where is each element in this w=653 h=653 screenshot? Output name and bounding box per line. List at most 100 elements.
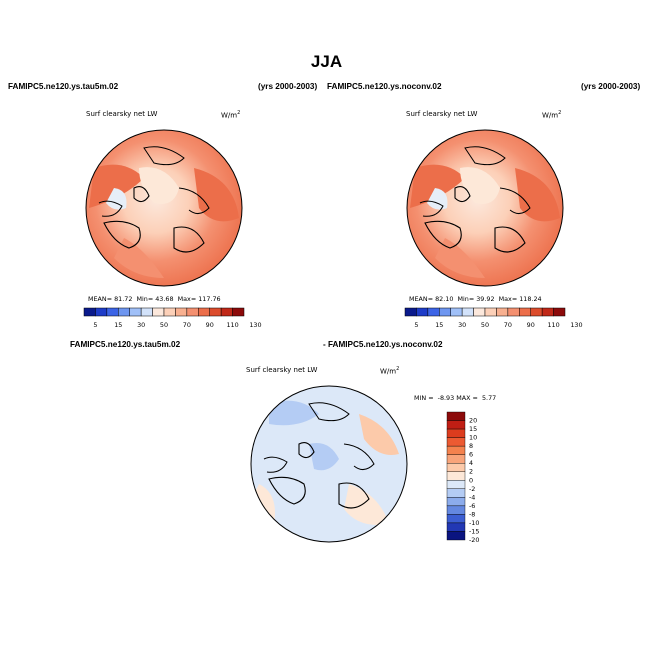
colorbar-swatch	[198, 307, 210, 317]
panel1-variable-label: Surf clearsky net LW	[86, 110, 158, 118]
colorbar-swatch	[446, 488, 466, 498]
coastline	[343, 443, 375, 470]
colorbar-swatch	[446, 445, 466, 455]
panel2-years-label: (yrs 2000-2003)	[581, 82, 641, 91]
colorbar-tick-label: 20	[469, 417, 477, 425]
coastline	[143, 146, 185, 166]
colorbar-tick-label: 50	[160, 321, 168, 329]
coastline	[338, 482, 370, 509]
colorbar-swatch	[175, 307, 188, 317]
warm-region	[344, 484, 389, 525]
colorbar-tick-label: -6	[469, 502, 475, 510]
colorbar-swatch	[129, 307, 142, 317]
warm-region	[359, 414, 399, 455]
coastline	[464, 146, 506, 166]
colorbar-swatch	[163, 307, 176, 317]
colorbar-tick-label: 50	[481, 321, 489, 329]
colorbar-swatch	[439, 307, 451, 317]
colorbar-swatch	[461, 307, 474, 317]
colorbar-swatch	[118, 307, 130, 317]
colorbar-swatch	[446, 480, 466, 490]
colorbar-swatch	[473, 307, 486, 317]
panel1-years-label: (yrs 2000-2003)	[258, 82, 318, 91]
coastline	[424, 220, 462, 249]
page-title: JJA	[310, 52, 343, 71]
diff-minmax: MIN = -8.93 MAX = 5.77	[414, 394, 497, 402]
colorbar-tick-label: 0	[469, 476, 473, 484]
coastline	[454, 186, 471, 203]
colorbar-swatch	[484, 307, 497, 317]
colorbar-swatch	[450, 307, 463, 317]
coastline	[133, 186, 150, 203]
coastline	[419, 200, 444, 217]
coastline	[103, 220, 141, 249]
colorbar-swatch	[446, 531, 466, 541]
colorbar-swatch	[446, 471, 466, 481]
colorbar-swatch	[446, 505, 466, 515]
colorbar-swatch	[541, 307, 554, 317]
colorbar-tick-label: -2	[469, 485, 475, 493]
colorbar-swatch	[446, 437, 466, 447]
panel2-stats: MEAN= 82.10 Min= 39.92 Max= 118.24	[409, 295, 542, 303]
cool-region	[309, 443, 339, 471]
panel1-case-label: FAMIPC5.ne120.ys.tau5m.02	[8, 82, 119, 91]
colorbar-swatch	[95, 307, 108, 317]
colorbar-tick-label: 10	[469, 434, 477, 442]
colorbar-swatch	[186, 307, 199, 317]
colorbar-tick-label: 8	[469, 442, 473, 450]
colorbar-swatch	[446, 454, 466, 464]
warm-region	[515, 168, 560, 222]
colorbar-tick-label: 15	[469, 425, 477, 433]
colorbar-swatch	[232, 307, 245, 317]
colorbar-swatch	[152, 307, 165, 317]
polar-map-panel2	[406, 129, 564, 287]
colorbar-swatch	[209, 307, 222, 317]
warm-region	[410, 164, 465, 208]
coastline	[178, 187, 210, 214]
panel2-variable-label: Surf clearsky net LW	[406, 110, 478, 118]
diff-units-label: W/m2	[380, 366, 400, 376]
colorbar-panel2: 5 15 30 50 70 90 110 130	[404, 307, 583, 329]
coastline	[494, 226, 526, 253]
colorbar-swatch	[416, 307, 429, 317]
colorbar-swatch	[106, 307, 119, 317]
colorbar-tick-label: -8	[469, 510, 475, 518]
diff-case-b-label: - FAMIPC5.ne120.ys.noconv.02	[323, 340, 443, 349]
panel1-units-label: W/m2	[221, 110, 241, 120]
panel2-units-label: W/m2	[542, 110, 562, 120]
colorbar-swatch	[446, 420, 466, 430]
coastline	[268, 476, 306, 505]
colorbar-tick-label: 90	[527, 321, 535, 329]
colorbar-swatch	[553, 307, 566, 317]
colorbar-swatch	[220, 307, 233, 317]
colorbar-panel1: 5 15 30 50 70 90 110 130	[83, 307, 262, 329]
colorbar-swatch	[140, 307, 153, 317]
colorbar-swatch	[446, 463, 466, 472]
colorbar-swatch	[507, 307, 520, 317]
colorbar-swatch	[446, 411, 466, 421]
cool-region	[427, 188, 448, 210]
colorbar-tick-label: 30	[137, 321, 145, 329]
colorbar-tick-label: -20	[469, 536, 479, 544]
colorbar-tick-label: 70	[183, 321, 191, 329]
colorbar-swatch	[446, 428, 466, 438]
coastline	[499, 187, 531, 214]
warm-region	[194, 168, 239, 222]
diff-case-a-label: FAMIPC5.ne120.ys.tau5m.02	[70, 340, 181, 349]
colorbar-swatch	[530, 307, 543, 317]
colorbar-tick-label: 15	[435, 321, 443, 329]
colorbar-tick-label: 5	[414, 321, 418, 329]
colorbar-tick-label: 130	[249, 321, 261, 329]
colorbar-swatch	[446, 522, 466, 532]
colorbar-tick-label: 15	[114, 321, 122, 329]
colorbar-swatch	[427, 307, 440, 317]
colorbar-tick-label: 5	[93, 321, 97, 329]
coastline	[308, 402, 350, 422]
colorbar-tick-label: -4	[469, 493, 475, 501]
colorbar-tick-label: 4	[469, 459, 473, 467]
colorbar-swatch	[496, 307, 509, 317]
coastline	[298, 442, 315, 459]
colorbar-swatch	[446, 514, 466, 524]
colorbar-swatch	[519, 307, 531, 317]
